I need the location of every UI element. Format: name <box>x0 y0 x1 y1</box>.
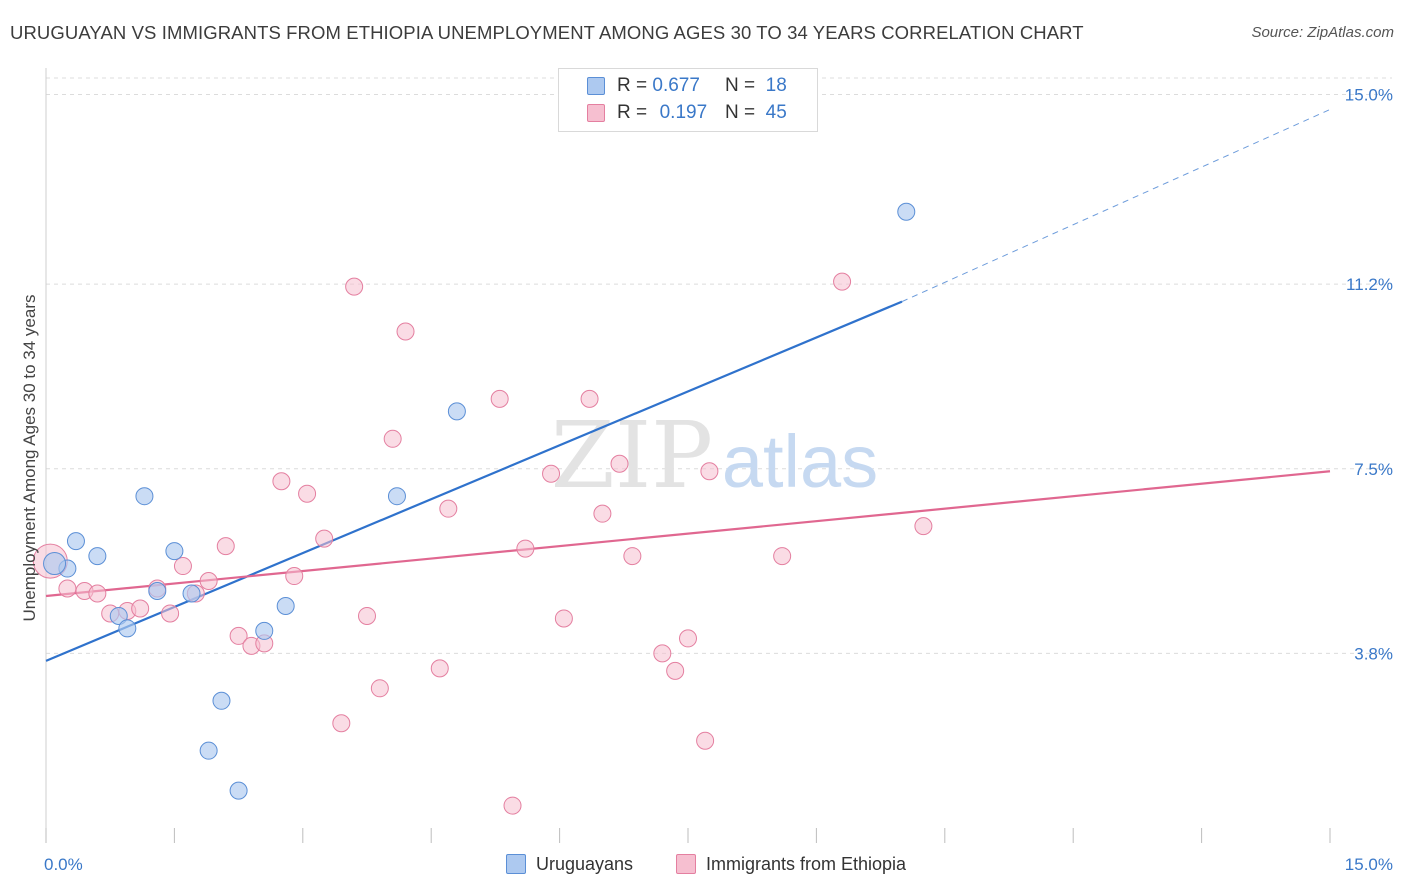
point-uruguayans <box>135 487 154 506</box>
point-ethiopia <box>696 731 715 750</box>
point-ethiopia <box>199 572 218 591</box>
point-ethiopia <box>396 322 415 341</box>
trend-layer <box>45 109 1331 662</box>
point-ethiopia <box>298 484 317 503</box>
point-uruguayans <box>118 619 137 638</box>
point-uruguayans <box>229 781 248 800</box>
point-ethiopia <box>490 389 509 408</box>
point-uruguayans <box>66 532 85 551</box>
y-tick-label: 11.2% <box>1346 275 1393 294</box>
point-uruguayans <box>148 582 167 601</box>
legend-r-label: R = <box>617 75 648 96</box>
point-ethiopia <box>833 272 852 291</box>
point-uruguayans <box>43 552 67 576</box>
point-uruguayans <box>109 606 128 625</box>
point-uruguayans <box>897 202 916 221</box>
point-ethiopia <box>332 714 351 733</box>
point-ethiopia <box>131 599 150 618</box>
chart-title: URUGUAYAN VS IMMIGRANTS FROM ETHIOPIA UN… <box>10 22 1084 43</box>
point-ethiopia <box>623 547 642 566</box>
legend-r-value: 0.677 <box>652 75 700 96</box>
point-ethiopia <box>516 539 535 558</box>
legend-n-value: 45 <box>765 102 787 123</box>
legend-n-label: N = <box>724 75 756 96</box>
point-uruguayans <box>88 547 107 566</box>
legend-r-value: 0.197 <box>659 102 708 123</box>
point-ethiopia <box>653 644 672 663</box>
point-ethiopia <box>88 584 107 603</box>
x-tick-label: 0.0% <box>44 855 83 874</box>
axis-layer: 3.8% 7.5% 11.2% 15.0% 0.0% 15.0% <box>44 68 1393 874</box>
points-layer <box>32 202 933 815</box>
legend-r-label: R = <box>617 102 648 123</box>
bottom-swatch-pink <box>676 854 696 874</box>
point-ethiopia <box>610 454 629 473</box>
bottom-legend-uruguayans: Uruguayans <box>506 852 633 876</box>
point-ethiopia <box>229 626 248 645</box>
point-ethiopia <box>542 464 561 483</box>
point-ethiopia <box>370 679 389 698</box>
bottom-swatch-blue <box>506 854 526 874</box>
point-uruguayans <box>182 584 201 603</box>
watermark-atlas: atlas <box>722 420 878 503</box>
point-ethiopia <box>679 629 697 648</box>
point-ethiopia <box>161 604 180 623</box>
y-tick-label: 3.8% <box>1354 644 1393 663</box>
point-ethiopia <box>773 547 792 566</box>
trend-line-ethiopia <box>45 470 1331 598</box>
point-ethiopia <box>383 429 402 448</box>
y-tick-label: 7.5% <box>1354 460 1393 479</box>
point-ethiopia <box>439 499 458 518</box>
stats-legend: R = 0.677 N = 18 R = 0.197 N = 45 <box>558 68 818 132</box>
point-ethiopia <box>345 277 364 296</box>
point-ethiopia <box>666 661 685 680</box>
legend-row-uruguayans: R = 0.677 N = 18 <box>587 75 787 97</box>
legend-n-label: N = <box>724 102 756 123</box>
point-uruguayans <box>165 542 184 561</box>
legend-swatch-blue <box>587 77 605 95</box>
point-uruguayans <box>255 621 274 640</box>
point-ethiopia <box>914 517 933 536</box>
x-tick-label: 15.0% <box>1345 855 1393 874</box>
legend-row-ethiopia: R = 0.197 N = 45 <box>587 102 787 124</box>
point-uruguayans <box>387 487 406 506</box>
point-ethiopia <box>700 462 719 481</box>
bottom-legend-label: Uruguayans <box>536 853 634 874</box>
watermark-zip: ZIP <box>551 402 713 509</box>
y-axis-label: Unemployment Among Ages 30 to 34 years <box>20 294 39 622</box>
legend-n-value: 18 <box>765 75 787 96</box>
point-ethiopia <box>58 579 77 598</box>
point-ethiopia <box>503 796 522 815</box>
point-ethiopia <box>593 504 612 523</box>
point-uruguayans <box>212 691 231 710</box>
grid-layer <box>46 77 1392 654</box>
point-ethiopia <box>430 659 449 678</box>
point-uruguayans <box>199 741 218 760</box>
point-ethiopia <box>554 609 573 628</box>
point-uruguayans <box>447 402 466 421</box>
point-ethiopia <box>315 529 334 548</box>
point-ethiopia <box>285 567 304 586</box>
bottom-legend-ethiopia: Immigrants from Ethiopia <box>676 852 906 876</box>
bottom-legend-label: Immigrants from Ethiopia <box>706 853 907 874</box>
source-label: Source: ZipAtlas.com <box>1251 24 1394 41</box>
point-ethiopia <box>358 606 376 625</box>
point-ethiopia <box>272 472 291 491</box>
point-ethiopia <box>216 537 235 556</box>
point-uruguayans <box>276 596 295 615</box>
legend-swatch-pink <box>587 104 605 122</box>
trend-line-uruguayans-extension <box>901 109 1331 303</box>
point-ethiopia <box>173 557 192 576</box>
y-tick-label: 15.0% <box>1345 86 1393 105</box>
point-ethiopia <box>580 389 599 408</box>
